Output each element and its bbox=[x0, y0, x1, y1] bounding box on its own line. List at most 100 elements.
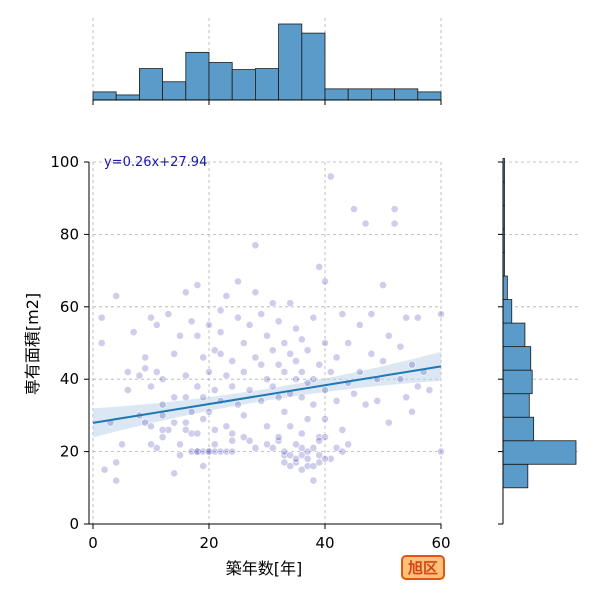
data-point bbox=[367, 310, 376, 318]
data-point bbox=[297, 429, 306, 438]
data-point bbox=[181, 371, 190, 380]
data-point bbox=[205, 368, 213, 376]
data-point bbox=[303, 462, 312, 470]
data-point bbox=[210, 440, 219, 449]
data-point bbox=[181, 288, 190, 297]
data-point bbox=[170, 418, 179, 427]
top-hist-bar bbox=[208, 62, 233, 101]
data-point bbox=[216, 328, 225, 337]
data-point bbox=[413, 382, 422, 391]
y-tick-label: 100 bbox=[50, 153, 79, 171]
data-point bbox=[100, 465, 109, 474]
data-point bbox=[408, 407, 416, 416]
data-point bbox=[141, 353, 150, 362]
data-point bbox=[257, 310, 266, 318]
data-point bbox=[309, 462, 318, 470]
data-point bbox=[280, 447, 289, 456]
data-point bbox=[239, 339, 248, 347]
data-point bbox=[402, 313, 411, 322]
data-point bbox=[147, 382, 155, 391]
data-point bbox=[361, 219, 370, 228]
data-point bbox=[268, 382, 277, 391]
data-point bbox=[286, 451, 295, 460]
data-point bbox=[193, 429, 202, 438]
data-point bbox=[181, 425, 190, 434]
data-point bbox=[245, 320, 254, 329]
data-point bbox=[297, 444, 306, 452]
data-point bbox=[338, 447, 347, 456]
data-point bbox=[309, 444, 318, 452]
data-point bbox=[297, 393, 306, 402]
data-point bbox=[210, 346, 219, 355]
data-point bbox=[292, 324, 300, 333]
data-point bbox=[263, 375, 271, 384]
top-hist-bar bbox=[92, 91, 117, 101]
data-point bbox=[379, 357, 387, 365]
data-point bbox=[205, 320, 213, 329]
data-point bbox=[176, 331, 184, 340]
data-point bbox=[344, 339, 353, 347]
data-point bbox=[228, 447, 237, 456]
data-point bbox=[437, 447, 445, 456]
data-point bbox=[326, 454, 335, 463]
data-point bbox=[321, 454, 329, 463]
x-tick-label: 60 bbox=[431, 534, 450, 552]
y-tick-label: 80 bbox=[60, 225, 79, 243]
data-point bbox=[326, 172, 335, 181]
top-hist-bar bbox=[162, 81, 187, 101]
data-point bbox=[210, 425, 219, 434]
data-point bbox=[292, 357, 300, 365]
data-point bbox=[315, 360, 324, 369]
top-hist-bar bbox=[347, 88, 372, 101]
data-point bbox=[158, 400, 167, 409]
data-point bbox=[181, 418, 190, 427]
data-point bbox=[396, 342, 405, 351]
top-hist-bar bbox=[370, 88, 395, 101]
regression-line bbox=[92, 365, 442, 424]
top-histogram bbox=[92, 18, 442, 105]
data-point bbox=[216, 349, 225, 358]
data-point bbox=[268, 444, 277, 452]
data-point bbox=[118, 440, 126, 449]
data-point bbox=[396, 375, 405, 384]
data-point bbox=[141, 418, 150, 427]
data-point bbox=[280, 458, 289, 467]
data-point bbox=[350, 389, 358, 398]
top-hist-bar bbox=[254, 68, 279, 101]
data-point bbox=[379, 281, 387, 289]
data-point bbox=[216, 447, 225, 456]
data-point bbox=[239, 368, 248, 376]
data-point bbox=[228, 382, 237, 391]
data-point bbox=[245, 386, 254, 394]
x-tick-label: 20 bbox=[199, 534, 218, 552]
data-point bbox=[263, 440, 271, 449]
data-point bbox=[199, 415, 208, 423]
data-point bbox=[141, 364, 150, 373]
data-point bbox=[147, 422, 155, 431]
data-point bbox=[292, 375, 300, 384]
right-histogram bbox=[498, 157, 578, 525]
scatter-points bbox=[97, 172, 445, 485]
data-point bbox=[239, 433, 248, 442]
data-point bbox=[350, 205, 358, 213]
data-point bbox=[123, 368, 132, 376]
data-point bbox=[251, 241, 260, 250]
data-point bbox=[234, 277, 242, 286]
data-point bbox=[222, 447, 231, 456]
data-point bbox=[158, 375, 167, 384]
data-point bbox=[263, 422, 271, 431]
main-grid bbox=[92, 161, 442, 525]
data-point bbox=[338, 310, 347, 318]
data-point bbox=[251, 288, 260, 297]
data-point bbox=[251, 444, 260, 452]
data-point bbox=[152, 368, 161, 376]
data-point bbox=[170, 349, 179, 358]
right-hist-bar bbox=[502, 416, 535, 442]
data-point bbox=[292, 440, 300, 449]
data-point bbox=[286, 349, 295, 358]
data-point bbox=[413, 313, 422, 322]
data-point bbox=[181, 393, 190, 402]
data-point bbox=[332, 444, 341, 452]
data-point bbox=[268, 346, 277, 355]
data-point bbox=[257, 360, 266, 369]
